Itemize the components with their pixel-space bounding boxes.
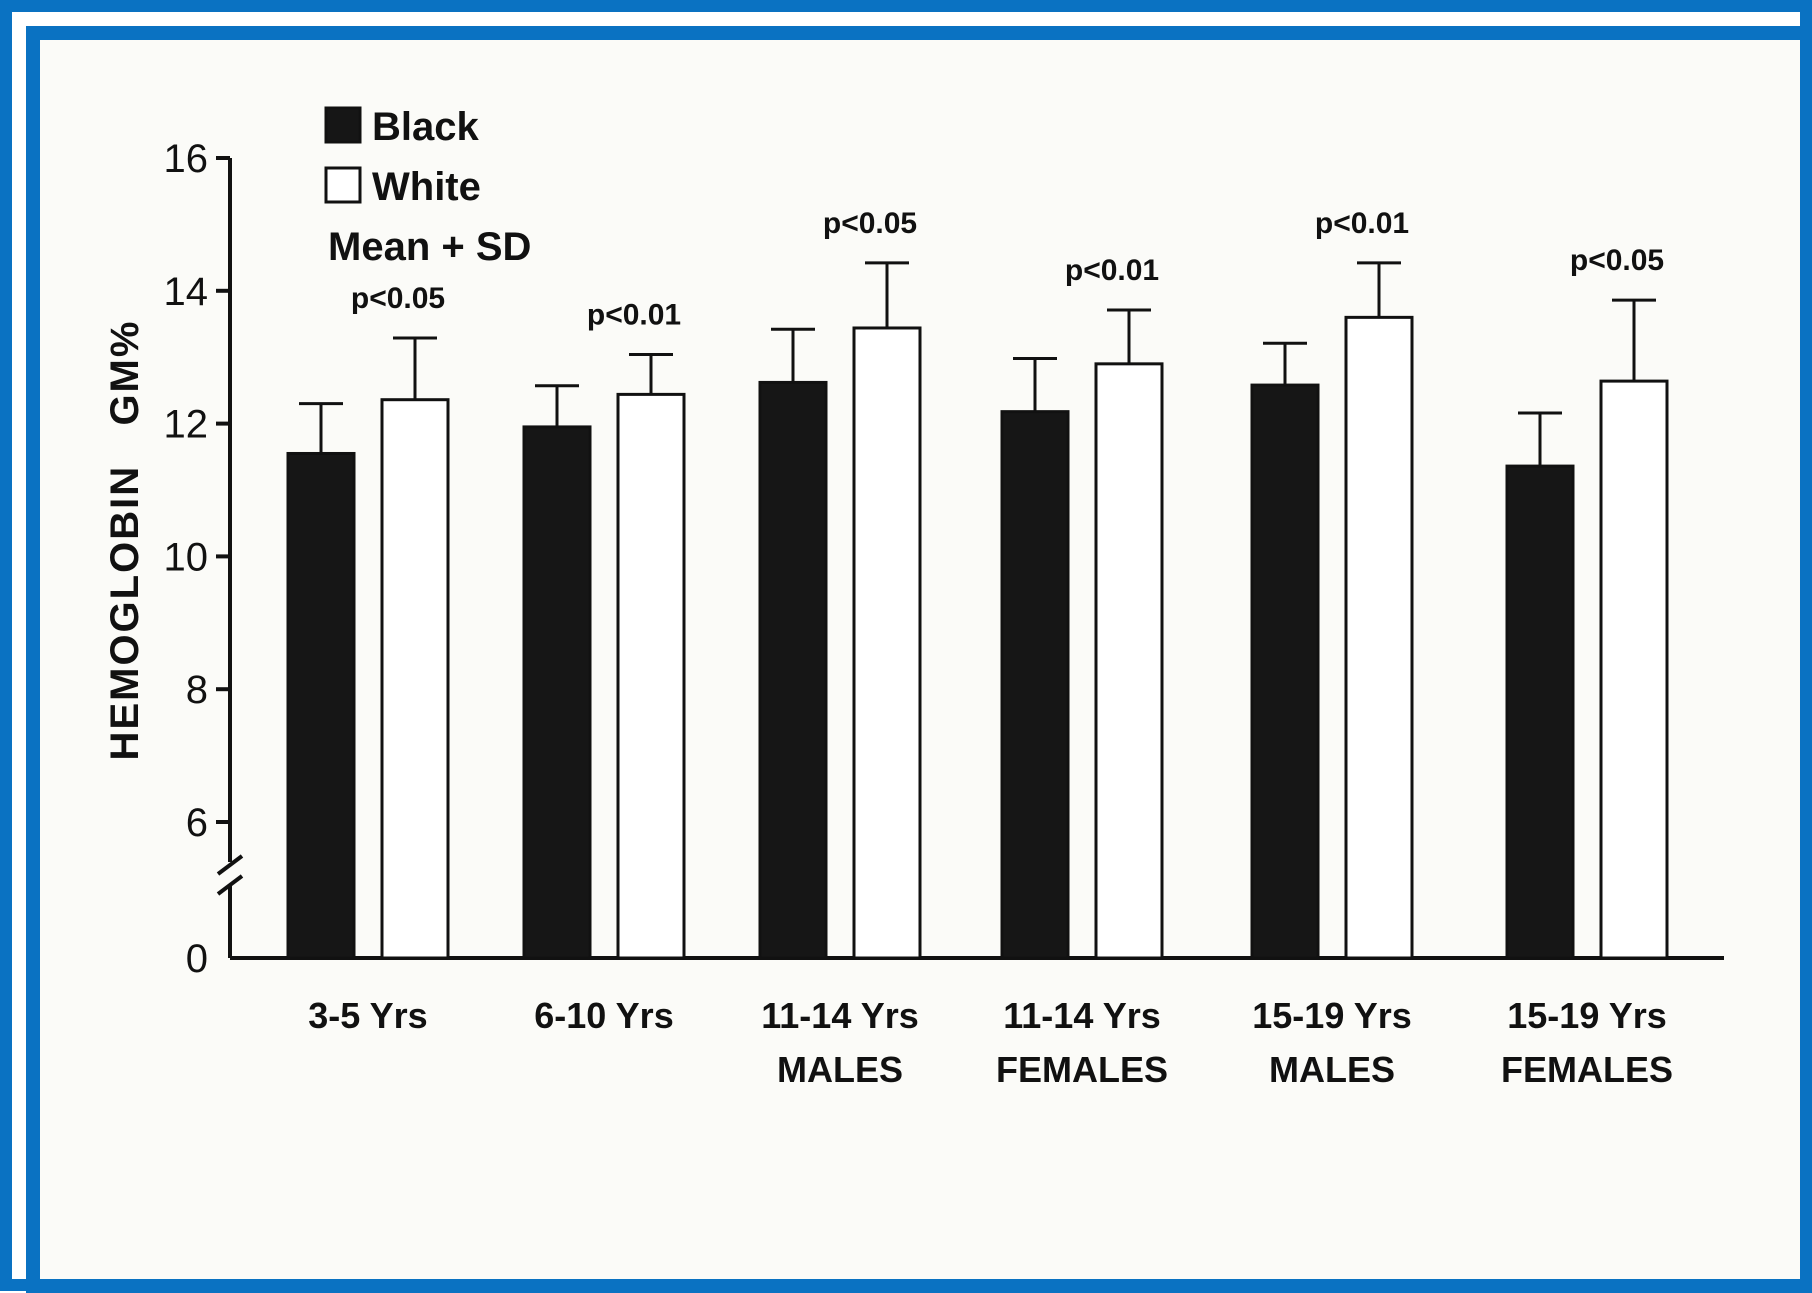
legend-note: Mean + SD [328, 225, 531, 269]
bar-white [380, 398, 450, 960]
labels-layer: p<0.05 3-5 Yrs p<0.01 6-10 Yrs p<0.05 11-14 Y… [308, 207, 1673, 1090]
legend-swatch-white [324, 166, 362, 204]
bar-black [522, 425, 592, 960]
bar-white [1344, 315, 1414, 960]
legend: Black White Mean + SD [324, 105, 531, 269]
bar-black [1505, 464, 1575, 960]
bar-black [1000, 410, 1070, 960]
x-tick-label: 11-14 Yrs [761, 995, 918, 1036]
p-value-label: p<0.05 [823, 207, 917, 240]
legend-label-white: White [372, 165, 481, 209]
bar-white [616, 392, 686, 960]
x-tick-label-sub: FEMALES [1501, 1049, 1673, 1090]
x-tick-label: 15-19 Yrs [1252, 995, 1411, 1036]
bar-black [1250, 383, 1320, 960]
y-tick-label: 16 [164, 137, 209, 181]
bars-layer [286, 261, 1669, 960]
legend-label-black: Black [372, 105, 479, 149]
y-tick-label: 14 [164, 270, 209, 314]
y-tick-label: 6 [186, 801, 208, 845]
axis-break-mark-upper [216, 854, 244, 876]
p-value-label: p<0.01 [1315, 207, 1409, 240]
y-axis-label: HEMOGLOBIN GM% [103, 320, 147, 761]
legend-swatch-black [324, 106, 362, 144]
p-value-label: p<0.05 [351, 282, 445, 315]
y-tick-label: 8 [186, 668, 208, 712]
p-value-label: p<0.01 [587, 299, 681, 332]
y-tick-label: 12 [164, 403, 209, 447]
bar-white [1599, 379, 1669, 960]
x-tick-label-sub: FEMALES [996, 1049, 1168, 1090]
y-tick-label: 0 [186, 937, 208, 981]
bar-white [852, 326, 922, 960]
axis-break-mark-lower [216, 874, 244, 896]
bar-black [758, 380, 828, 960]
y-tick-label: 10 [164, 535, 209, 579]
x-tick-label: 3-5 Yrs [308, 995, 427, 1036]
bar-black [286, 451, 356, 960]
chart-panel: 0 6 8 10 12 14 16 p<0.05 3-5 Yrs p<0.01 6-10 Yrs p… [26, 26, 1812, 1293]
x-tick-label: 6-10 Yrs [534, 995, 673, 1036]
x-tick-label-sub: MALES [1269, 1049, 1395, 1090]
p-value-label: p<0.01 [1065, 254, 1159, 287]
x-tick-label: 15-19 Yrs [1507, 995, 1666, 1036]
axis-layer: 0 6 8 10 12 14 16 [164, 137, 1724, 981]
p-value-label: p<0.05 [1570, 244, 1664, 277]
bar-white [1094, 362, 1164, 960]
x-tick-label-sub: MALES [777, 1049, 903, 1090]
x-tick-label: 11-14 Yrs [1003, 995, 1160, 1036]
